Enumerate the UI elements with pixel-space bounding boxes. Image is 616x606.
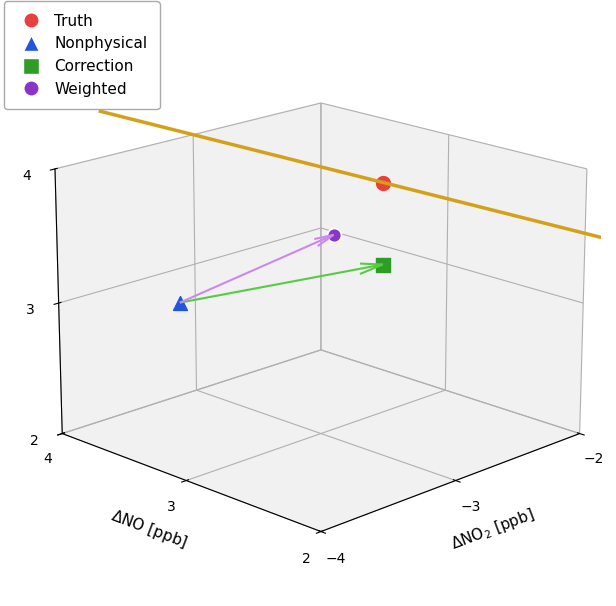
Y-axis label: $\Delta$NO [ppb]: $\Delta$NO [ppb] [108,507,190,553]
Legend: Truth, Nonphysical, Correction, Weighted: Truth, Nonphysical, Correction, Weighted [4,1,160,109]
X-axis label: $\Delta$NO$_2$ [ppb]: $\Delta$NO$_2$ [ppb] [448,505,537,554]
